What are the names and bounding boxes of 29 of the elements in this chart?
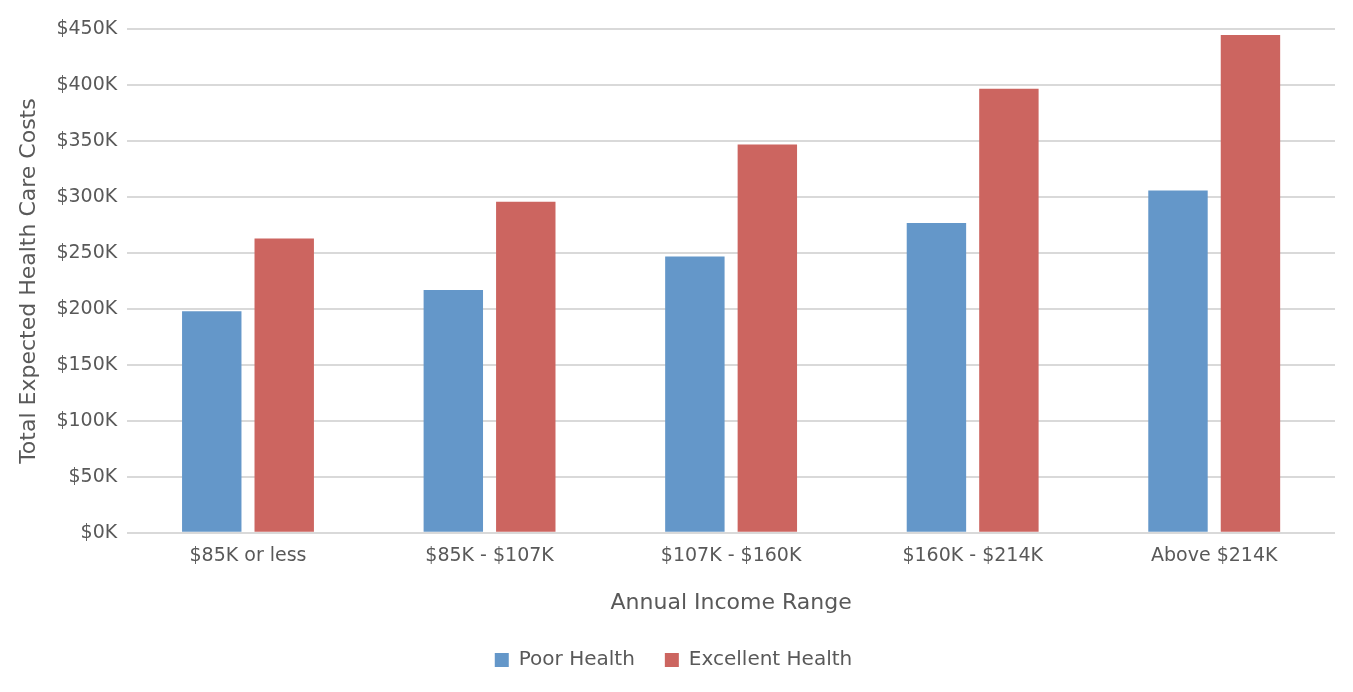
x-tick-label: $85K or less: [189, 543, 307, 566]
y-tick-label: $300K: [56, 184, 118, 207]
y-tick-label: $450K: [56, 16, 118, 39]
bar: [906, 222, 967, 532]
y-axis-title: Total Expected Health Care Costs: [14, 98, 40, 465]
bar: [182, 311, 242, 532]
bar: [1148, 190, 1208, 532]
x-axis-title: Annual Income Range: [610, 588, 852, 614]
legend-label: Excellent Health: [688, 646, 853, 671]
y-tick-label: $400K: [56, 72, 118, 95]
bar: [1220, 34, 1281, 532]
x-tick-label: $160K - $214K: [902, 543, 1044, 566]
bar: [496, 201, 556, 532]
y-tick-label: $50K: [68, 463, 118, 486]
y-tick-label: $0K: [80, 519, 118, 542]
x-tick-label: Above $214K: [1150, 543, 1278, 566]
y-tick-label: $200K: [56, 296, 118, 318]
y-tick-label: $250K: [56, 240, 118, 263]
legend-label: Poor Health: [518, 646, 635, 671]
bar: [979, 88, 1039, 532]
x-tick-label: $85K - $107K: [425, 543, 555, 566]
bar: [665, 256, 725, 532]
bar: [423, 290, 484, 532]
y-tick-label: $150K: [56, 351, 118, 374]
x-tick-label: $107K - $160K: [660, 543, 802, 566]
y-tick-label: $100K: [56, 407, 118, 430]
bar: [737, 144, 798, 532]
bar: [254, 238, 314, 532]
y-tick-label: $350K: [56, 128, 118, 151]
